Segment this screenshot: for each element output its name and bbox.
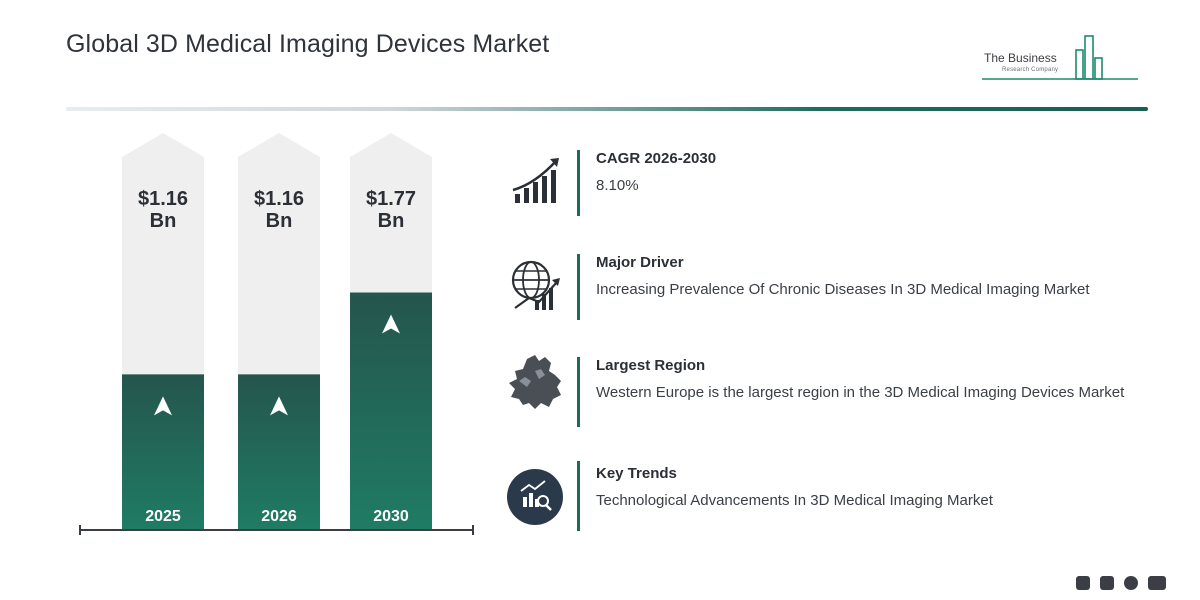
up-arrow-icon xyxy=(154,396,172,416)
europe-map-icon xyxy=(509,355,561,409)
logo-buildings-icon xyxy=(982,35,1138,80)
kpi-label: Key Trends xyxy=(596,465,677,482)
footer-disclaimer xyxy=(22,576,1068,581)
category-label: 2025 xyxy=(145,508,181,525)
up-arrow-icon xyxy=(382,314,400,334)
up-arrow-icon xyxy=(270,396,288,416)
growth-chart-icon xyxy=(512,158,559,203)
x-icon[interactable] xyxy=(1124,576,1138,590)
company-logo: The Business Research Company xyxy=(982,30,1142,84)
linkedin-icon[interactable] xyxy=(1100,576,1114,590)
bar-2030 xyxy=(350,292,432,530)
kpi-label: CAGR 2026-2030 xyxy=(596,150,717,167)
kpi-label: Major Driver xyxy=(596,254,684,271)
kpi-divider xyxy=(577,254,580,320)
page-title: Global 3D Medical Imaging Devices Market xyxy=(66,30,550,58)
data-label-value: $1.77 xyxy=(366,188,416,210)
kpi-value: Increasing Prevalence Of Chronic Disease… xyxy=(596,281,1090,298)
kpi-cagr: CAGR 2026-2030 8.10% xyxy=(505,150,1165,220)
category-label: 2026 xyxy=(261,508,297,525)
data-label-unit: Bn xyxy=(150,210,177,232)
kpi-divider xyxy=(577,357,580,427)
category-label: 2030 xyxy=(373,508,409,525)
kpi-largest-region: Largest Region Western Europe is the lar… xyxy=(505,355,1165,427)
data-label-unit: Bn xyxy=(266,210,293,232)
kpi-value: Western Europe is the largest region in … xyxy=(596,384,1125,401)
logo-tagline: Research Company xyxy=(1002,67,1059,73)
data-label-value: $1.16 xyxy=(254,188,304,210)
kpi-value: 8.10% xyxy=(596,177,639,194)
logo-name: The Business xyxy=(984,51,1057,65)
kpi-divider xyxy=(577,461,580,531)
globe-chart-icon xyxy=(511,260,560,310)
trend-analysis-icon xyxy=(507,469,563,525)
kpi-divider xyxy=(577,150,580,216)
data-label-unit: Bn xyxy=(378,210,405,232)
facebook-icon[interactable] xyxy=(1076,576,1090,590)
kpi-value: Technological Advancements In 3D Medical… xyxy=(596,492,993,509)
kpi-key-trends: Key Trends Technological Advancements In… xyxy=(505,461,1165,535)
youtube-icon[interactable] xyxy=(1148,576,1166,590)
header-divider xyxy=(66,107,1148,111)
kpi-label: Largest Region xyxy=(596,357,706,374)
data-label-value: $1.16 xyxy=(138,188,188,210)
kpi-major-driver: Major Driver Increasing Prevalence Of Ch… xyxy=(505,254,1165,324)
